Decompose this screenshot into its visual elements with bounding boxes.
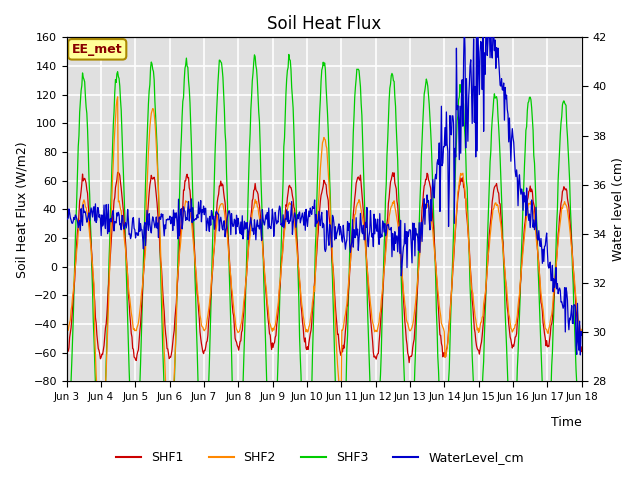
- Text: EE_met: EE_met: [72, 43, 122, 56]
- Title: Soil Heat Flux: Soil Heat Flux: [267, 15, 381, 33]
- Y-axis label: Water level (cm): Water level (cm): [612, 157, 625, 261]
- Text: Time: Time: [551, 416, 582, 429]
- Legend: SHF1, SHF2, SHF3, WaterLevel_cm: SHF1, SHF2, SHF3, WaterLevel_cm: [111, 446, 529, 469]
- Y-axis label: Soil Heat Flux (W/m2): Soil Heat Flux (W/m2): [15, 141, 28, 278]
